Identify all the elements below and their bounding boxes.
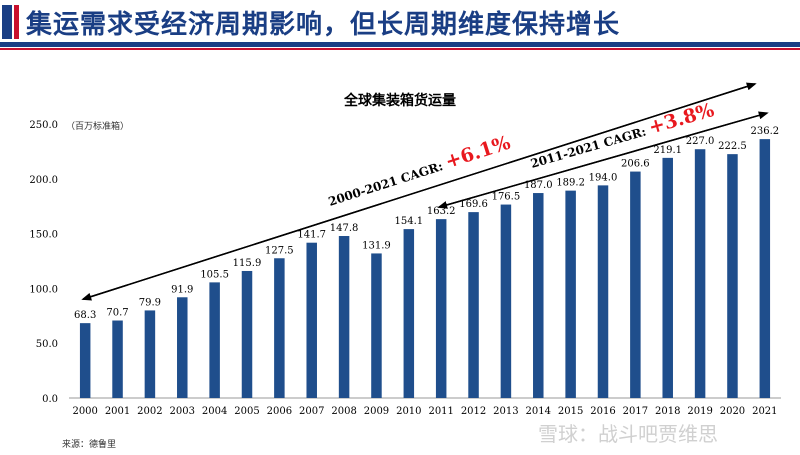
- data-label: 176.5: [492, 192, 521, 203]
- page-title: 集运需求受经济周期影响，但长周期维度保持增长: [26, 10, 621, 40]
- data-label: 147.8: [330, 223, 359, 234]
- data-label: 189.2: [556, 178, 585, 189]
- bar-2015: [565, 190, 576, 398]
- x-tick-label: 2021: [752, 406, 777, 417]
- bar-2012: [468, 212, 479, 398]
- data-label: 115.9: [233, 258, 262, 269]
- source-note: 来源：德鲁里: [62, 440, 117, 450]
- bar-2010: [403, 229, 415, 398]
- x-tick-label: 2012: [461, 406, 486, 417]
- data-label: 79.9: [139, 297, 161, 308]
- bar-2004: [209, 282, 220, 398]
- data-label: 206.6: [621, 159, 650, 170]
- x-tick-label: 2016: [590, 406, 615, 417]
- bar-2005: [241, 270, 253, 398]
- y-tick-label: 150.0: [29, 230, 58, 241]
- bar-2000: [79, 323, 91, 398]
- x-tick-label: 2004: [202, 406, 227, 417]
- x-tick-label: 2007: [299, 406, 324, 417]
- bar-2009: [371, 253, 382, 398]
- data-label: 68.3: [74, 310, 96, 321]
- bar-2014: [533, 193, 544, 398]
- x-tick-label: 2015: [558, 406, 583, 417]
- y-tick-label: 0.0: [42, 394, 58, 405]
- bar-2021: [759, 139, 771, 398]
- chart-title: 全球集装箱货运量: [344, 93, 456, 109]
- bar-2001: [112, 320, 123, 398]
- bar-2011: [435, 219, 447, 398]
- header-accent-stripe: [14, 5, 19, 39]
- bar-2013: [500, 204, 512, 398]
- header-bar: 集运需求受经济周期影响，但长周期维度保持增长: [0, 0, 800, 42]
- bar-2016: [597, 185, 609, 398]
- y-axis-unit: （百万标准箱）: [66, 122, 130, 132]
- data-label: 219.1: [653, 145, 682, 156]
- header-divider-red: [0, 48, 800, 50]
- data-label: 227.0: [686, 136, 715, 147]
- bar-2002: [144, 310, 156, 398]
- bar-2006: [274, 258, 285, 398]
- header-accent-block: [2, 5, 12, 39]
- x-tick-label: 2006: [267, 406, 292, 417]
- data-label: 127.5: [265, 245, 294, 256]
- x-tick-label: 2005: [234, 406, 259, 417]
- x-tick-label: 2010: [396, 406, 421, 417]
- bar-2003: [177, 297, 188, 398]
- x-tick-label: 2019: [687, 406, 712, 417]
- data-label: 169.6: [459, 199, 488, 210]
- data-label: 154.1: [394, 216, 423, 227]
- x-tick-label: 2020: [720, 406, 745, 417]
- cagr-arrow-2011-end: [438, 111, 769, 208]
- x-tick-label: 2014: [526, 406, 551, 417]
- cagr-annotation-2011-2021-value: +3.8%: [646, 99, 716, 139]
- bar-2020: [727, 154, 738, 398]
- data-label: 222.5: [718, 141, 747, 152]
- y-tick-label: 50.0: [36, 339, 58, 350]
- cagr-arrow-2000-end: [82, 82, 757, 300]
- x-tick-label: 2000: [72, 406, 97, 417]
- data-label: 70.7: [106, 308, 128, 319]
- bar-2018: [662, 157, 673, 398]
- x-tick-label: 2003: [170, 406, 195, 417]
- x-tick-label: 2008: [331, 406, 356, 417]
- x-tick-label: 2011: [428, 406, 453, 417]
- data-label: 236.2: [750, 126, 779, 137]
- x-tick-label: 2018: [655, 406, 680, 417]
- header-divider: [0, 42, 800, 47]
- bar-2017: [630, 171, 641, 398]
- bar-2007: [306, 242, 317, 398]
- data-label: 187.0: [524, 180, 553, 191]
- x-tick-label: 2001: [105, 406, 130, 417]
- x-tick-label: 2013: [493, 406, 518, 417]
- data-label: 105.5: [200, 269, 229, 280]
- y-tick-label: 250.0: [29, 120, 58, 131]
- data-label: 91.9: [171, 284, 193, 295]
- x-tick-label: 2009: [364, 406, 389, 417]
- watermark: 雪球：战斗吧贾维思: [538, 422, 718, 446]
- y-tick-label: 200.0: [29, 175, 58, 186]
- data-label: 131.9: [362, 240, 391, 251]
- x-tick-label: 2002: [137, 406, 162, 417]
- data-label: 194.0: [589, 172, 618, 183]
- x-tick-label: 2017: [623, 406, 648, 417]
- bar-2008: [338, 236, 350, 398]
- cagr-annotation-2000-2021-value: +6.1%: [443, 132, 514, 173]
- y-tick-label: 100.0: [29, 284, 58, 295]
- data-label: 141.7: [297, 230, 326, 241]
- data-label: 163.2: [427, 206, 456, 217]
- bar-2019: [694, 149, 706, 398]
